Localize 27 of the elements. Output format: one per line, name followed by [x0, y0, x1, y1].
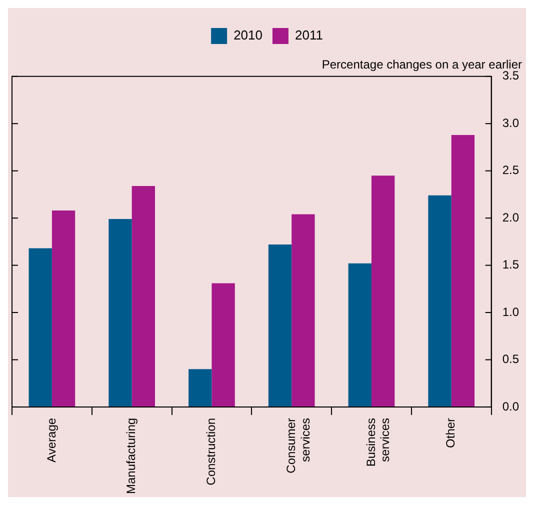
- bar: [451, 134, 475, 407]
- x-tick-label: Business services: [364, 418, 392, 467]
- bar: [268, 244, 292, 407]
- x-tick-label: Consumer services: [284, 418, 312, 474]
- x-tick-label: Other: [444, 418, 458, 448]
- bar: [108, 219, 132, 407]
- bar: [212, 283, 235, 407]
- x-tick-label: Average: [44, 418, 58, 462]
- bar: [371, 176, 395, 407]
- bar: [428, 195, 452, 407]
- y-tick-label: 0.0: [502, 399, 520, 414]
- legend-label: 2011: [294, 28, 323, 43]
- y-tick-label: 0.5: [502, 352, 520, 366]
- bar: [188, 369, 212, 407]
- bar: [28, 248, 52, 407]
- x-tick-label: Construction: [204, 418, 218, 486]
- y-tick-label: 3.0: [502, 116, 520, 130]
- bar: [132, 186, 155, 407]
- bar: [52, 210, 76, 407]
- y-tick-label: 1.0: [502, 304, 520, 319]
- y-tick-label: 1.5: [502, 258, 520, 272]
- x-tick-label: Manufacturing: [124, 418, 138, 494]
- y-tick-label: 2.5: [502, 163, 520, 178]
- legend-label: 2010: [234, 28, 262, 43]
- bar: [292, 214, 315, 407]
- y-tick-label: 2.0: [502, 210, 520, 224]
- bar: [348, 263, 372, 407]
